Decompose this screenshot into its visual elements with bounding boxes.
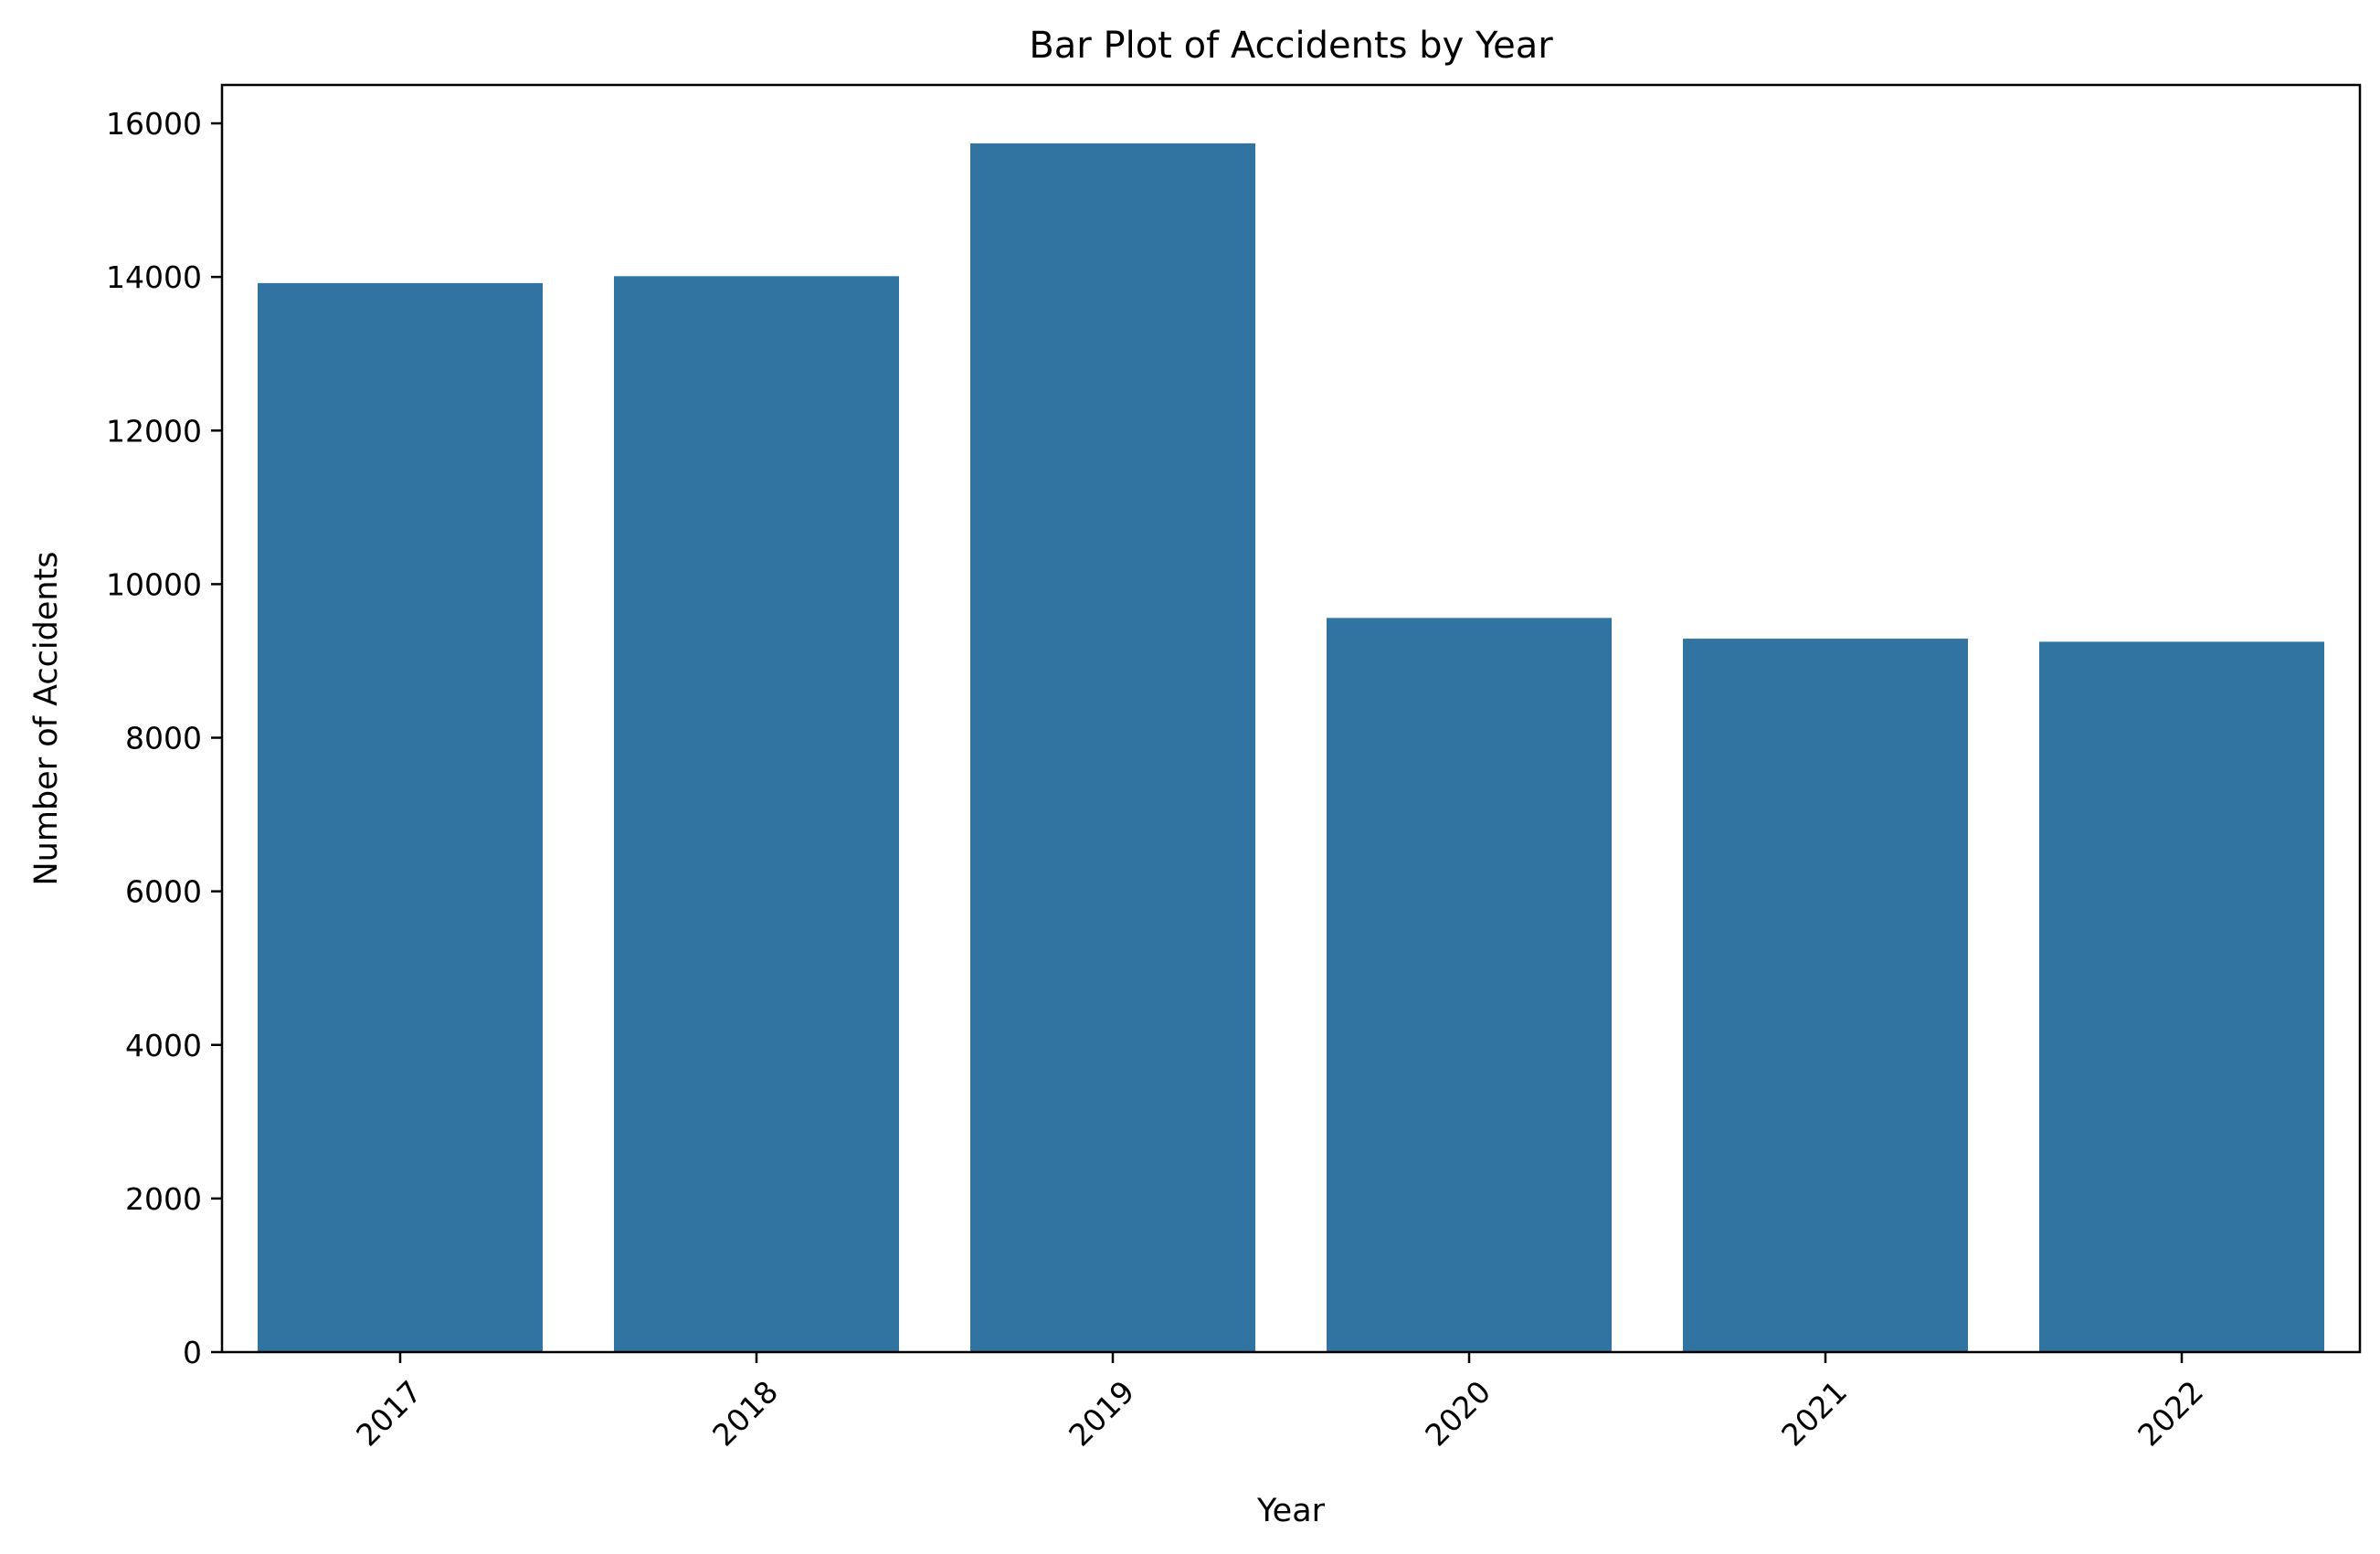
bar-2017	[258, 282, 543, 1353]
bar-2021	[1683, 639, 1968, 1352]
chart-title: Bar Plot of Accidents by Year	[1029, 25, 1553, 67]
x-tick-label-2020: 2020	[1418, 1374, 1497, 1454]
y-tick-label-16000: 16000	[106, 106, 202, 142]
y-axis: 0 2000 4000 6000 8000 10000 12000 14000 16000	[106, 106, 222, 1370]
x-tick-label-2018: 2018	[705, 1374, 785, 1454]
y-tick-label-4000: 4000	[125, 1028, 202, 1063]
y-tick-label-6000: 6000	[125, 874, 202, 910]
bar-2022	[2039, 641, 2324, 1352]
x-tick-label-2017: 2017	[349, 1374, 428, 1454]
bar-2018	[614, 276, 899, 1352]
y-tick-label-2000: 2000	[125, 1181, 202, 1217]
bar-2020	[1327, 618, 1612, 1352]
y-tick-label-8000: 8000	[125, 721, 202, 756]
y-axis-label: Number of Accidents	[28, 551, 65, 885]
x-tick-label-2019: 2019	[1062, 1374, 1141, 1454]
bar-2019	[970, 143, 1255, 1352]
plot-frame	[220, 83, 2362, 1354]
x-axis: 2017 2018 2019 2020 2021 2022	[349, 1352, 2210, 1454]
bars-group	[258, 143, 2324, 1353]
y-tick-label-10000: 10000	[106, 566, 202, 602]
x-tick-label-2021: 2021	[1774, 1374, 1854, 1454]
y-tick-label-14000: 14000	[106, 259, 202, 295]
x-axis-label: Year	[1256, 1493, 1326, 1529]
x-tick-label-2022: 2022	[2131, 1374, 2210, 1454]
y-tick-label-0: 0	[183, 1335, 202, 1370]
y-tick-label-12000: 12000	[106, 413, 202, 449]
